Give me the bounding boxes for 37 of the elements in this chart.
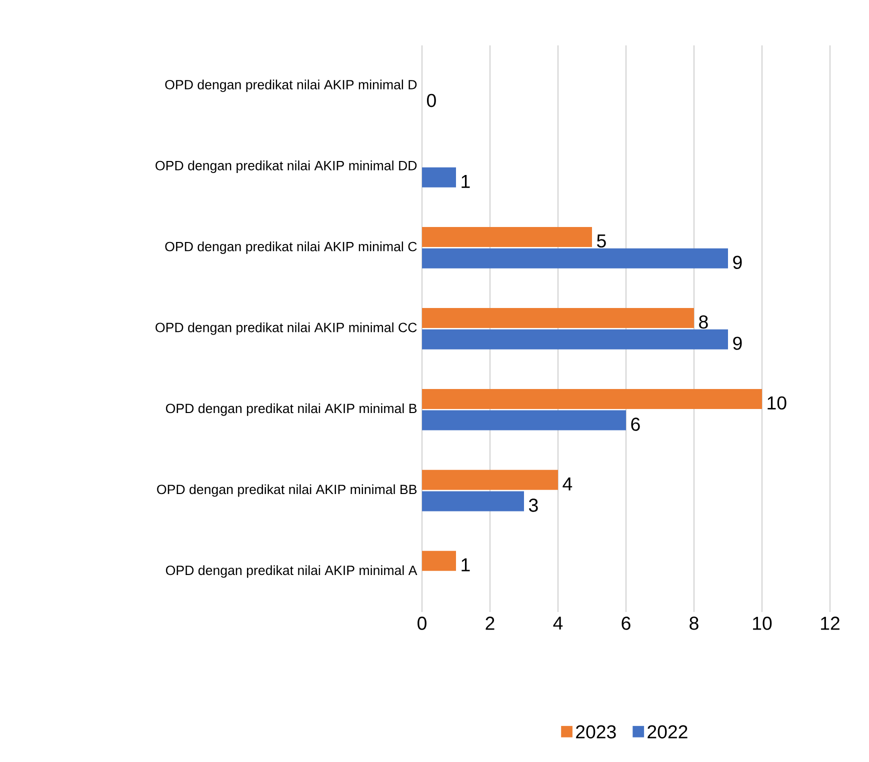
legend-label: 2022 xyxy=(648,725,688,738)
x-tick-label: 0 xyxy=(418,616,426,630)
y-tick-label: OPD dengan predikat nilai AKIP minimal A xyxy=(166,565,418,578)
bar xyxy=(422,388,762,409)
data-label: 1 xyxy=(462,175,470,188)
bar xyxy=(422,167,456,188)
legend-label: 2023 xyxy=(576,725,616,738)
x-tick-label: 6 xyxy=(622,616,630,630)
y-tick-label: OPD dengan predikat nilai AKIP minimal D xyxy=(165,80,417,92)
data-label: 1 xyxy=(462,558,470,572)
bar xyxy=(422,248,728,268)
bar xyxy=(422,550,456,571)
y-tick-label: OPD dengan predikat nilai AKIP minimal DD xyxy=(156,160,417,173)
bar xyxy=(422,410,626,430)
y-tick-label: OPD dengan predikat nilai AKIP minimal C xyxy=(165,241,417,254)
data-label: 10 xyxy=(768,396,786,410)
data-label: 0 xyxy=(426,94,436,108)
x-tick-label: 10 xyxy=(753,616,772,630)
data-label: 9 xyxy=(733,336,742,350)
data-label: 8 xyxy=(699,315,708,329)
data-label: 9 xyxy=(733,256,742,269)
bar xyxy=(422,227,592,248)
data-label: 6 xyxy=(631,418,640,431)
data-label: 3 xyxy=(528,498,538,512)
data-label: 4 xyxy=(562,477,572,490)
bar xyxy=(422,308,694,328)
x-tick-label: 8 xyxy=(690,616,698,630)
y-tick-label: OPD dengan predikat nilai AKIP minimal BB xyxy=(157,484,417,497)
bar xyxy=(422,491,524,512)
bar xyxy=(422,329,728,350)
x-tick-label: 2 xyxy=(486,616,494,630)
y-tick-label: OPD dengan predikat nilai AKIP minimal CC xyxy=(156,322,417,335)
bar xyxy=(422,470,558,490)
x-tick-label: 12 xyxy=(821,616,840,630)
data-label: 5 xyxy=(597,234,606,248)
x-tick-label: 4 xyxy=(553,616,563,630)
y-tick-label: OPD dengan predikat nilai AKIP minimal B xyxy=(166,403,417,416)
